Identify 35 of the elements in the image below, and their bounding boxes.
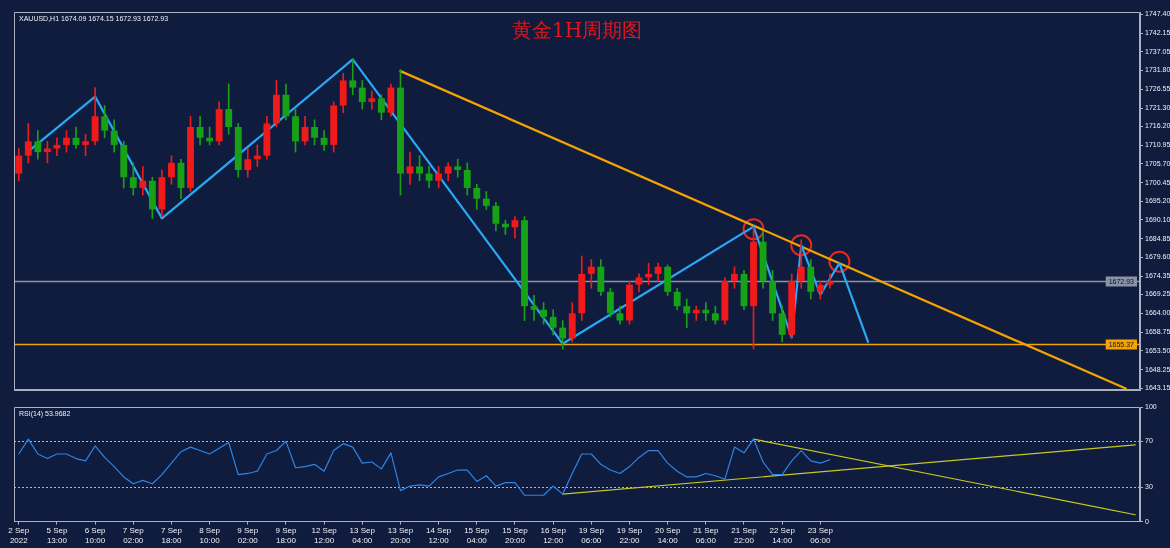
x-tick-label: 9 Sep 18:00 (275, 526, 297, 545)
candlestick (368, 90, 376, 110)
x-tick-label: 22 Sep 14:00 (769, 526, 796, 545)
x-tick-label: 20 Sep 14:00 (654, 526, 681, 545)
x-tick-label: 2 Sep 2022 (8, 526, 30, 545)
x-tick-label: 7 Sep 02:00 (122, 526, 145, 545)
x-tick-label: 23 Sep 06:00 (807, 526, 834, 545)
candlestick (587, 259, 595, 289)
x-tick-label: 14 Sep 12:00 (425, 526, 452, 545)
x-tick-label: 8 Sep 10:00 (199, 526, 221, 545)
x-tick-label: 7 Sep 18:00 (161, 526, 183, 545)
x-tick-label: 5 Sep 13:00 (46, 526, 68, 545)
x-tick-label: 9 Sep 02:00 (237, 526, 259, 545)
x-tick-label: 13 Sep 04:00 (349, 526, 376, 545)
candlestick (406, 151, 414, 185)
x-tick-label: 21 Sep 06:00 (693, 526, 720, 545)
x-tick-label: 6 Sep 10:00 (84, 526, 107, 545)
candlestick (53, 137, 61, 157)
point (742, 218, 765, 241)
candlestick (139, 166, 147, 196)
x-tick-label: 12 Sep 12:00 (311, 526, 338, 545)
candlestick (454, 158, 462, 178)
x-tick-label: 13 Sep 20:00 (387, 526, 414, 545)
x-tick-label: 19 Sep 22:00 (616, 526, 643, 545)
x-tick-label: 19 Sep 06:00 (578, 526, 605, 545)
x-tick-label: 16 Sep 12:00 (540, 526, 567, 545)
x-tick-label: 15 Sep 20:00 (502, 526, 529, 545)
x-tick-label: 15 Sep 04:00 (464, 526, 491, 545)
point (790, 234, 813, 257)
chart-title: 黄金1H周期图 (511, 18, 643, 43)
candlestick (349, 58, 357, 96)
point (828, 250, 851, 273)
candlestick (683, 298, 691, 328)
candlestick (530, 295, 538, 321)
x-tick-label: 21 Sep 22:00 (731, 526, 758, 545)
